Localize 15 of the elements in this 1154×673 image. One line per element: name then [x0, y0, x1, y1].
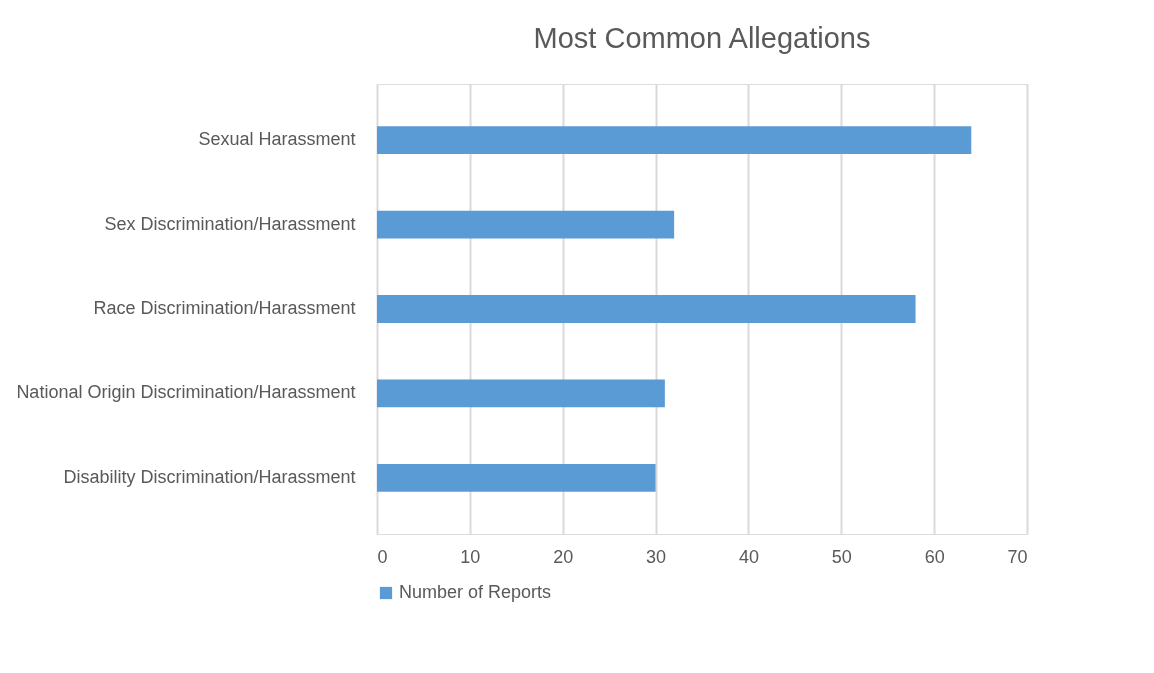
- y-tick-label: Sex Discrimination/Harassment: [104, 213, 356, 234]
- y-tick-label: Race Discrimination/Harassment: [93, 298, 356, 318]
- x-tick-label: 70: [1007, 546, 1028, 567]
- x-tick-label: 30: [646, 546, 667, 567]
- y-tick-label: National Origin Discrimination/Harassment: [16, 382, 356, 403]
- x-tick-label: 0: [377, 546, 388, 567]
- legend-label: Number of Reports: [399, 582, 552, 602]
- chart-title: Most Common Allegations: [533, 22, 871, 54]
- x-tick-label: 20: [553, 546, 574, 567]
- x-tick-label: 60: [924, 546, 945, 567]
- y-tick-label: Disability Discrimination/Harassment: [63, 466, 356, 487]
- x-tick-label: 40: [738, 546, 759, 567]
- x-tick-label: 50: [831, 546, 852, 567]
- x-tick-label: 10: [460, 546, 481, 567]
- y-tick-label: Sexual Harassment: [198, 129, 356, 150]
